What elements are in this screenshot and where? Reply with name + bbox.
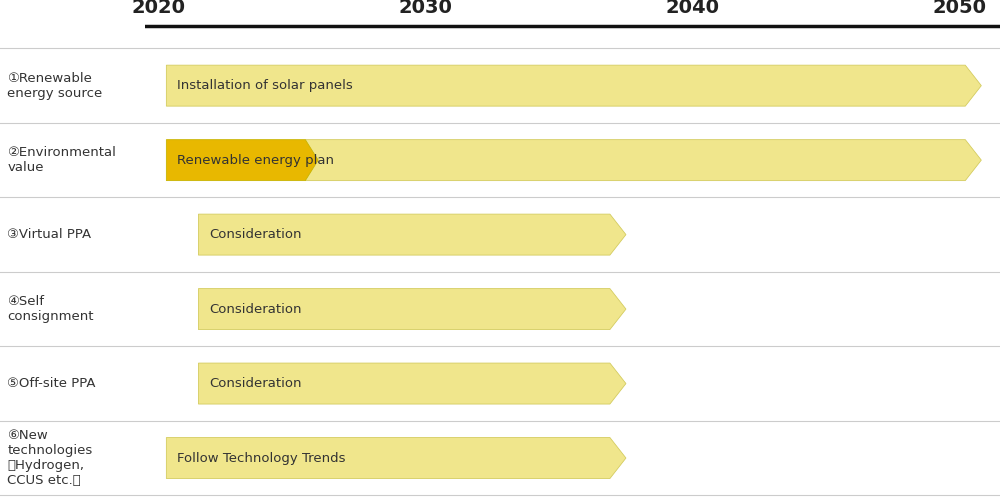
- Text: Renewable energy plan: Renewable energy plan: [177, 154, 334, 167]
- Text: ⑥New
technologies
（Hydrogen,
CCUS etc.）: ⑥New technologies （Hydrogen, CCUS etc.）: [7, 429, 92, 487]
- Text: ③Virtual PPA: ③Virtual PPA: [7, 228, 91, 241]
- Text: Installation of solar panels: Installation of solar panels: [177, 79, 353, 92]
- Text: ①Renewable
energy source: ①Renewable energy source: [7, 72, 103, 100]
- Polygon shape: [198, 288, 626, 329]
- Text: Follow Technology Trends: Follow Technology Trends: [177, 452, 346, 465]
- Text: 2020: 2020: [131, 0, 185, 17]
- Polygon shape: [166, 140, 318, 181]
- Polygon shape: [166, 438, 626, 479]
- Text: ④Self
consignment: ④Self consignment: [7, 295, 94, 323]
- Text: ⑤Off-site PPA: ⑤Off-site PPA: [7, 377, 96, 390]
- Polygon shape: [166, 65, 981, 106]
- Polygon shape: [198, 214, 626, 255]
- Text: Consideration: Consideration: [209, 377, 302, 390]
- Polygon shape: [198, 363, 626, 404]
- Text: Consideration: Consideration: [209, 228, 302, 241]
- Text: ②Environmental
value: ②Environmental value: [7, 146, 116, 174]
- Text: 2030: 2030: [399, 0, 452, 17]
- Text: Consideration: Consideration: [209, 302, 302, 315]
- Text: 2050: 2050: [933, 0, 987, 17]
- Polygon shape: [305, 140, 981, 181]
- Text: 2040: 2040: [666, 0, 720, 17]
